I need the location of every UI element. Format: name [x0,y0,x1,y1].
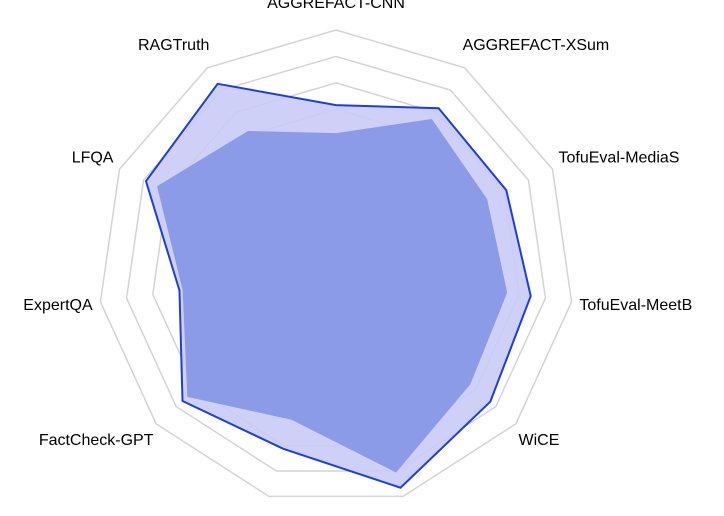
axis-label: RAGTruth [138,37,209,54]
axis-label: AGGREFACT-CNN [267,0,405,12]
grid-ring [99,29,573,498]
axis-label: LFQA [72,150,114,167]
series-area [157,118,508,473]
axis-label: WiCE [518,432,559,449]
axis-label: AGGREFACT-XSum [463,37,610,54]
axis-label: TofuEval-MeetB [579,297,692,314]
axis-label: TofuEval-MediaS [559,150,680,167]
axis-label: ExpertQA [23,297,93,314]
grid-ring [125,55,547,472]
axis-label: FactCheck-GPT [39,432,154,449]
